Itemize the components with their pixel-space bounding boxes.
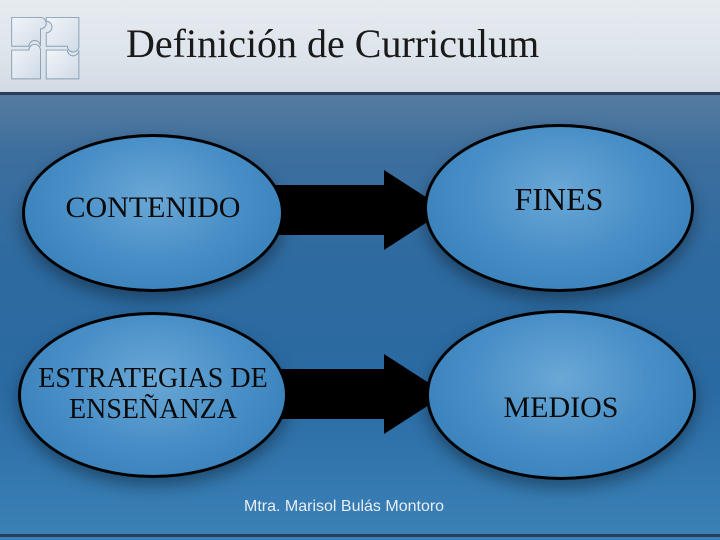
ellipse-estrategias: ESTRATEGIAS DE ENSEÑANZA [18, 312, 288, 478]
footer-author: Mtra. Marisol Bulás Montoro [244, 498, 444, 516]
ellipse-label: FINES [505, 182, 614, 217]
slide-title: Definición de Curriculum [126, 20, 539, 67]
ellipse-label: MEDIOS [493, 391, 628, 424]
ellipse-label: ESTRATEGIAS DE ENSEÑANZA [21, 364, 285, 426]
footer-underline [0, 534, 720, 537]
ellipse-label: CONTENIDO [56, 191, 251, 224]
ellipse-fines: FINES [424, 124, 694, 292]
puzzle-icon [4, 4, 100, 100]
ellipse-contenido: CONTENIDO [22, 134, 284, 292]
ellipse-medios: MEDIOS [426, 310, 696, 480]
header-underline [0, 92, 720, 95]
